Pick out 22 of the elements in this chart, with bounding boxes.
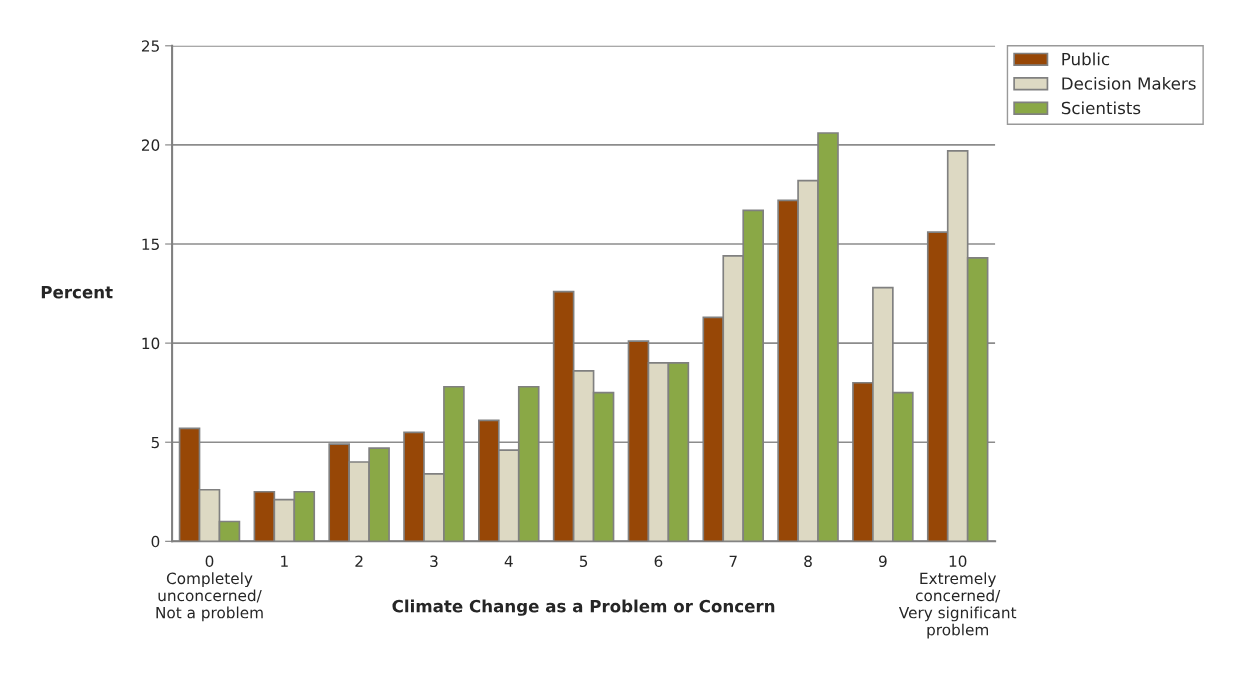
x-tick-label: 2: [355, 555, 363, 567]
y-axis-title: Percent: [41, 286, 113, 299]
legend-label: Decision Makers: [1062, 76, 1196, 90]
x-tick-label: 1: [281, 555, 288, 567]
x-tick-label: 6: [654, 555, 663, 568]
y-tick-label: 15: [142, 238, 159, 251]
x-tick-label: 3: [430, 555, 438, 568]
x-tick-label: 7: [729, 555, 737, 567]
legend-label: Public: [1062, 52, 1110, 66]
y-tick-label: 25: [141, 40, 159, 52]
x-axis-title: Climate Change as a Problem or Concern: [392, 599, 775, 616]
y-tick-label: 5: [151, 436, 159, 449]
x-tick-label: 4: [504, 555, 513, 567]
x-tick-label: 10 Extremely concerned/ Very significant problem: [898, 555, 1017, 639]
y-tick-label: 10: [142, 337, 160, 350]
y-tick-label: 20: [141, 139, 160, 151]
x-tick-label: 8: [804, 555, 812, 568]
y-tick-label: 0: [151, 535, 160, 548]
x-tick-label: 0 Completely unconcerned/ Not a problem: [156, 555, 263, 622]
x-tick-label: 5: [579, 555, 588, 568]
legend-label: Scientists: [1061, 101, 1141, 115]
x-tick-label: 9: [878, 555, 887, 568]
